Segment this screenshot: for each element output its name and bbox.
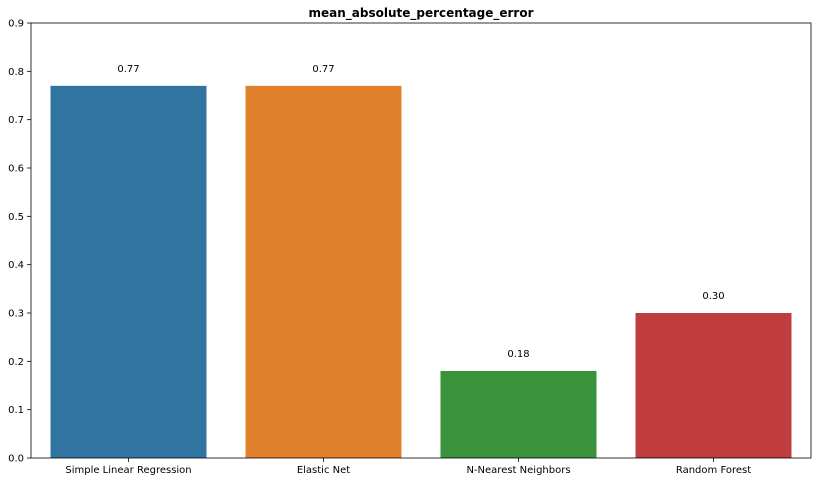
bar-value-label-2: 0.18 bbox=[507, 349, 529, 360]
x-tick-label-1: Elastic Net bbox=[297, 465, 350, 476]
bar-value-labels: 0.77 0.77 0.18 0.30 bbox=[117, 64, 724, 360]
bar-value-label-3: 0.30 bbox=[702, 291, 724, 302]
y-tick-label-3: 0.3 bbox=[8, 309, 24, 320]
y-tick-label-6: 0.6 bbox=[8, 164, 24, 175]
plot-frame bbox=[30, 22, 812, 459]
y-axis: 0.0 0.1 0.2 0.3 0.4 0.5 0.6 0.7 0.8 0.9 bbox=[8, 19, 31, 465]
y-tick-label-4: 0.4 bbox=[8, 260, 24, 271]
y-tick-label-5: 0.5 bbox=[8, 212, 24, 223]
bar-1 bbox=[245, 85, 402, 458]
y-tick-label-0: 0.0 bbox=[8, 454, 24, 465]
bar-0 bbox=[50, 85, 207, 458]
bar-value-label-0: 0.77 bbox=[117, 64, 139, 75]
x-tick-label-2: N-Nearest Neighbors bbox=[466, 465, 570, 476]
bars-group bbox=[50, 85, 792, 458]
y-tick-label-2: 0.2 bbox=[8, 357, 24, 368]
chart-title: mean_absolute_percentage_error bbox=[308, 6, 533, 21]
y-tick-label-8: 0.8 bbox=[8, 67, 24, 78]
x-tick-label-0: Simple Linear Regression bbox=[65, 465, 191, 476]
y-tick-label-7: 0.7 bbox=[8, 115, 24, 126]
y-tick-label-9: 0.9 bbox=[8, 19, 24, 30]
bar-value-label-1: 0.77 bbox=[312, 64, 334, 75]
x-tick-label-3: Random Forest bbox=[676, 465, 751, 476]
bar-3 bbox=[635, 313, 792, 458]
y-tick-label-1: 0.1 bbox=[8, 405, 24, 416]
x-axis: Simple Linear Regression Elastic Net N-Nea… bbox=[65, 458, 751, 476]
bar-2 bbox=[440, 371, 597, 458]
